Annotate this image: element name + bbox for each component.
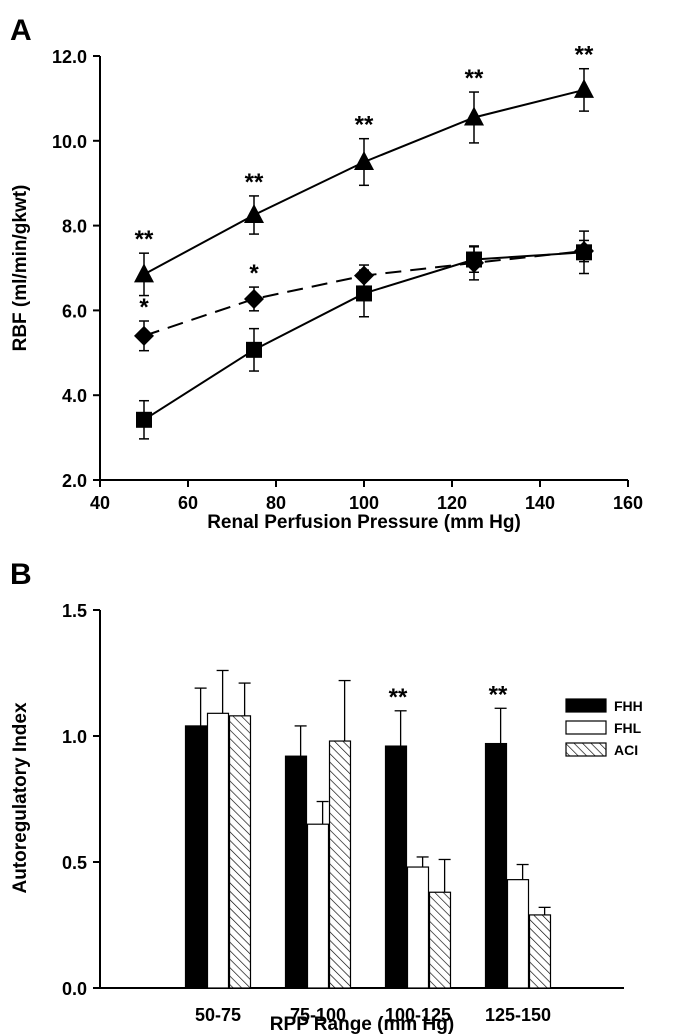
panel-b-ticks: 0.0 0.5 1.0 1.5 50-75 75-100 100-125 125-150 — [62, 601, 551, 1025]
square-point — [576, 244, 592, 261]
square-point — [136, 411, 152, 428]
bar-fhl — [306, 823, 330, 989]
x-tick-label: 125-150 — [485, 1005, 551, 1025]
y-tick-label: 0.5 — [62, 853, 87, 873]
significance-mark: ** — [245, 169, 264, 196]
panel-b: B 0.00.51.01.550-75 75-100 100-125 125-150 … — [10, 558, 643, 1035]
triangle-point — [574, 78, 594, 98]
triangle-point — [134, 263, 154, 283]
panel-b-legend: FHH FHL ACI — [565, 698, 643, 758]
y-tick-label: 1.5 — [62, 601, 87, 621]
x-tick-label: 50-75 — [195, 1005, 241, 1025]
triangle-point — [464, 106, 484, 126]
y-tick-label: 10.0 — [52, 132, 87, 152]
x-tick-label: 160 — [613, 493, 643, 513]
diamond-point — [354, 265, 374, 286]
legend-label-fhh: FHH — [614, 698, 643, 714]
triangle-point — [244, 204, 264, 223]
panel-b-y-label: Autoregulatory Index — [10, 702, 31, 894]
legend-swatch-fhh — [565, 698, 607, 713]
bar-aci — [528, 914, 552, 989]
panel-b-label: B — [10, 558, 32, 591]
bar-fhh — [184, 725, 208, 989]
bar-fhl — [206, 712, 230, 989]
significance-mark: ** — [489, 681, 508, 708]
bar-aci — [428, 891, 452, 989]
x-tick-label: 140 — [525, 493, 555, 513]
x-tick-label: 80 — [266, 493, 286, 513]
y-tick-label: 1.0 — [62, 727, 87, 747]
panel-a-annotations: ************ — [135, 42, 594, 321]
square-point — [466, 251, 482, 268]
panel-b-x-label: RPP Range (mm Hg) — [270, 1014, 454, 1035]
significance-mark: ** — [389, 684, 408, 711]
triangle-point — [354, 151, 374, 170]
diamond-point — [244, 288, 264, 309]
panel-b-bars — [184, 712, 552, 989]
bar-fhh — [384, 745, 408, 989]
panel-a-label: A — [10, 14, 32, 47]
bar-aci — [228, 715, 252, 989]
x-tick-label: 100 — [349, 493, 379, 513]
y-tick-label: 2.0 — [62, 471, 87, 491]
bar-fhl — [406, 866, 430, 989]
y-tick-label: 12.0 — [52, 47, 87, 67]
y-tick-label: 6.0 — [62, 301, 87, 321]
panel-a-x-label: Renal Perfusion Pressure (mm Hg) — [207, 512, 521, 533]
square-point — [356, 285, 372, 302]
legend-swatch-fhl — [565, 720, 607, 735]
bar-aci — [328, 740, 352, 989]
panel-b-error-bars — [194, 669, 551, 915]
x-tick-label: 120 — [437, 493, 467, 513]
significance-mark: * — [139, 294, 149, 321]
panel-a-markers — [134, 78, 594, 428]
x-tick-label: 75-100 — [290, 1005, 346, 1025]
diamond-point — [134, 325, 154, 346]
legend-label-fhl: FHL — [614, 720, 642, 736]
significance-mark: ** — [465, 65, 484, 92]
y-tick-label: 4.0 — [62, 386, 87, 406]
panel-a: A 40 60 80 100 120 140 160 2.0 4.0 6.0 8.0 10.0 12.0… — [10, 14, 643, 533]
significance-mark: ** — [355, 112, 374, 139]
legend-label-aci: ACI — [614, 742, 638, 758]
x-tick-label: 100-125 — [385, 1005, 451, 1025]
significance-mark: * — [249, 260, 259, 287]
significance-mark: ** — [135, 226, 154, 253]
panel-a-ticks: 40 60 80 100 120 140 160 2.0 4.0 6.0 8.0 10.0 12.0 — [52, 47, 643, 513]
legend-swatch-aci — [565, 742, 607, 757]
square-point — [246, 341, 262, 358]
x-tick-label: 60 — [178, 493, 198, 513]
panel-a-y-label: RBF (ml/min/gkwt) — [10, 185, 31, 352]
panel-b-annotations: ** ** — [389, 681, 508, 711]
x-tick-label: 40 — [90, 493, 110, 513]
significance-mark: ** — [575, 42, 594, 69]
bar-fhh — [284, 755, 308, 989]
bar-fhl — [506, 879, 530, 989]
bar-fhh — [484, 742, 508, 989]
y-tick-label: 8.0 — [62, 217, 87, 237]
y-tick-label: 0.0 — [62, 979, 87, 999]
